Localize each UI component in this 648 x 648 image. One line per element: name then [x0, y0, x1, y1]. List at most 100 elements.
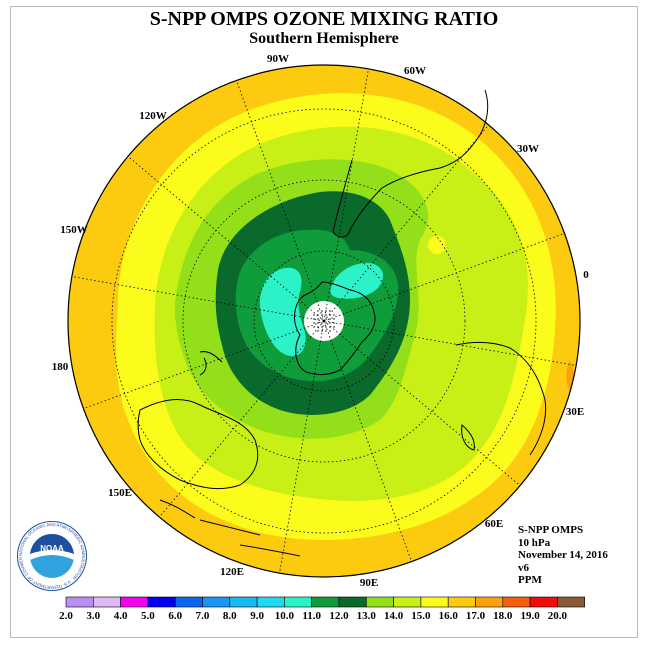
colorbar-cell: [502, 596, 531, 608]
colorbar-label: 12.0: [329, 610, 349, 622]
pole-dot: [317, 310, 319, 312]
colorbar-cell: [284, 596, 312, 608]
antarctica-coast: [294, 281, 376, 375]
meridian-line: [323, 320, 412, 562]
colorbar-cell: [420, 596, 449, 608]
meridian-line: [127, 156, 325, 322]
lon-label-60e: 60E: [485, 518, 503, 530]
pole-dot: [333, 314, 335, 316]
latitude-circle-50s: [182, 179, 466, 463]
map-boundary: [67, 64, 581, 578]
colorbar-label: 3.0: [86, 610, 100, 622]
colorbar-label: 13.0: [357, 610, 377, 622]
lon-label-60w: 60W: [404, 65, 426, 77]
colorbar-label: 18.0: [493, 610, 513, 622]
colorbar-cell: [393, 596, 422, 608]
lon-label-90e: 90E: [360, 577, 378, 589]
colorbar-cell: [174, 596, 203, 608]
pole-dot: [317, 322, 319, 324]
pole-dot: [321, 326, 323, 328]
colorbar-cell: [256, 596, 285, 608]
colorbar-cell: [93, 596, 121, 608]
pole-dot: [329, 310, 331, 312]
coastlines: [137, 89, 547, 557]
meridian-line: [159, 320, 325, 518]
colorbar-cell: [311, 596, 340, 608]
pole-dot: [317, 326, 319, 328]
meridian-line: [323, 124, 489, 322]
product-name: S-NPP OMPS: [518, 524, 584, 536]
colorbar-cell: [120, 596, 149, 608]
ozone-band-10-west: [259, 267, 306, 357]
colorbar-cell: [65, 596, 94, 608]
product-info: S-NPP OMPS 10 hPa November 14, 2016 v6 P…: [518, 524, 608, 587]
colorbar-label: 10.0: [275, 610, 295, 622]
pole-dot: [329, 318, 331, 320]
lon-label-150e: 150E: [108, 487, 132, 499]
product-version: v6: [518, 561, 529, 574]
colorbar: 2.0 3.0 4.0 5.0 6.0 7.0 8.0 9.0 10.0 11.0 12.0 13.0…: [59, 596, 586, 622]
pole-dot: [329, 314, 331, 316]
pole-dot: [325, 326, 327, 328]
meridian-lines: [71, 68, 577, 574]
meridian-line: [279, 320, 325, 574]
colorbar-cell: [447, 596, 476, 608]
pole-dot: [325, 330, 327, 332]
map-frame: [10, 6, 638, 638]
pole-dot: [325, 322, 327, 324]
pole-dot: [333, 318, 335, 320]
meridian-line: [71, 276, 325, 322]
pole-dot: [313, 314, 315, 316]
colorbar-cell: [557, 596, 586, 608]
pole-dot: [321, 330, 323, 332]
pole-dot: [317, 330, 319, 332]
ozone-field: [68, 65, 580, 577]
pole-dot: [317, 318, 319, 320]
madagascar-coast: [461, 424, 475, 451]
pole-dot: [325, 318, 327, 320]
lon-label-120e: 120E: [220, 566, 244, 578]
lon-label-150w: 150W: [60, 224, 88, 236]
product-units: PPM: [518, 574, 542, 586]
colorbar-label: 11.0: [302, 610, 321, 622]
colorbar-label: 7.0: [196, 610, 210, 622]
meridian-line: [236, 80, 325, 322]
pole-dot: [313, 326, 315, 328]
pole-dot: [325, 310, 327, 312]
colorbar-cell: [338, 596, 367, 608]
colorbar-label: 15.0: [411, 610, 431, 622]
colorbar-label: 14.0: [384, 610, 404, 622]
pole-dot: [321, 318, 323, 320]
logo-inner-top: [30, 534, 74, 555]
pole-dot: [317, 314, 319, 316]
pole-dot: [321, 314, 323, 316]
lon-label-30e: 30E: [566, 406, 584, 418]
colorbar-label: 6.0: [168, 610, 182, 622]
lon-label-120w: 120W: [139, 110, 167, 122]
pole-dot: [329, 326, 331, 328]
ozone-patch-15: [428, 236, 446, 254]
pole-dot: [325, 314, 327, 316]
logo-text: NOAA: [40, 544, 64, 553]
colorbar-cell: [229, 596, 258, 608]
lon-label-90w: 90W: [267, 53, 289, 65]
latitude-circle-70s: [253, 250, 395, 392]
pressure-level: 10 hPa: [518, 536, 551, 549]
colorbar-label: 2.0: [59, 610, 73, 622]
pole-dot: [321, 310, 323, 312]
map-subtitle: Southern Hemisphere: [249, 30, 399, 47]
meridian-line: [83, 320, 325, 409]
colorbar-label: 8.0: [223, 610, 237, 622]
lon-label-180: 180: [52, 361, 69, 373]
colorbar-label: 4.0: [114, 610, 128, 622]
indonesia-coast: [159, 499, 301, 557]
logo-gull: [30, 550, 74, 560]
pole-dot: [321, 322, 323, 324]
pole-dot: [329, 330, 331, 332]
longitude-labels: 90W 60W 30W 0 30E 60E 90E 120E 150E 180 …: [52, 53, 590, 589]
australia-coast: [137, 399, 259, 490]
colorbar-cell: [365, 596, 394, 608]
meridian-line: [323, 320, 521, 486]
meridian-line: [323, 233, 565, 322]
